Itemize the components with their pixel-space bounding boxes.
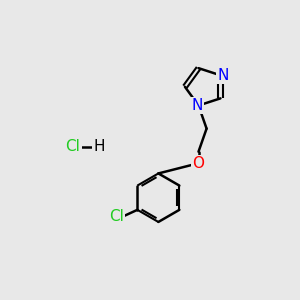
Text: N: N: [192, 98, 203, 113]
Text: Cl: Cl: [109, 209, 124, 224]
Text: H: H: [94, 140, 105, 154]
Text: Cl: Cl: [65, 140, 80, 154]
Text: N: N: [218, 68, 229, 83]
Text: O: O: [193, 156, 205, 171]
